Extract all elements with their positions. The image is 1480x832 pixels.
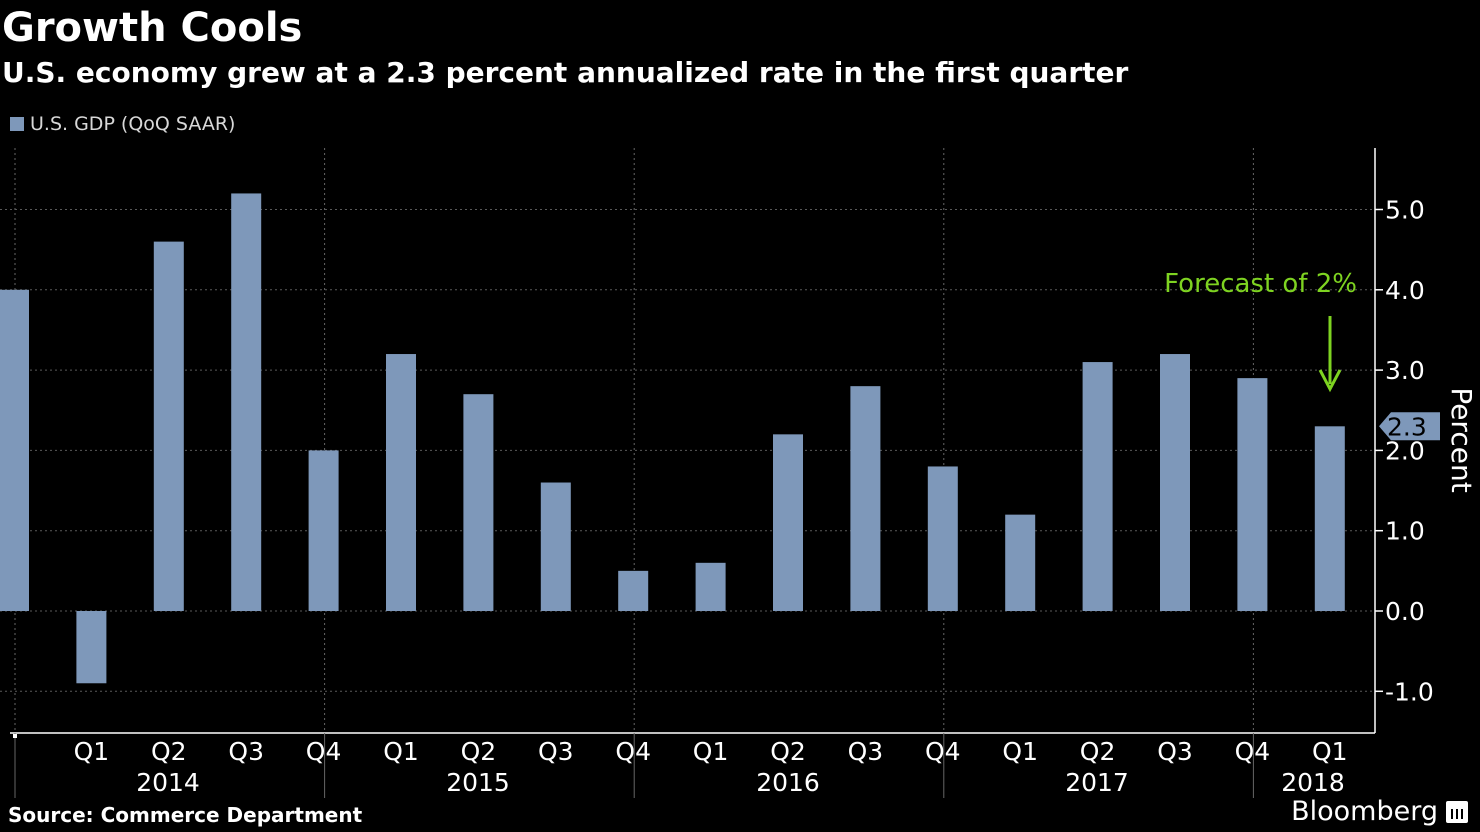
x-tick-label: Q1	[693, 737, 729, 766]
year-label: 2017	[1065, 768, 1129, 797]
bar	[540, 482, 571, 611]
forecast-annotation: Forecast of 2%	[1164, 269, 1357, 299]
bar	[1082, 362, 1113, 611]
y-tick-label: 4.0	[1385, 276, 1425, 305]
x-tick-label: Q1	[383, 737, 419, 766]
x-tick-label: Q2	[151, 737, 187, 766]
y-tick-label: 0.0	[1385, 597, 1425, 626]
source-note: Source: Commerce Department	[8, 803, 363, 827]
bar	[463, 394, 494, 611]
bar	[231, 193, 262, 611]
bar	[153, 241, 184, 611]
year-label: 2016	[756, 768, 820, 797]
bar	[695, 562, 726, 611]
bar	[1314, 426, 1345, 611]
legend-label: U.S. GDP (QoQ SAAR)	[30, 113, 236, 135]
y-axis-label: Percent	[1445, 387, 1478, 492]
x-tick-label: Q4	[306, 737, 342, 766]
x-tick-label: Q4	[1235, 737, 1271, 766]
bar	[1005, 514, 1036, 611]
x-tick-label: Q3	[228, 737, 264, 766]
y-tick-label: 5.0	[1385, 196, 1425, 225]
x-tick-label: Q1	[74, 737, 110, 766]
legend: U.S. GDP (QoQ SAAR)	[10, 110, 235, 138]
brand-logo: Bloomberg	[1291, 794, 1468, 830]
y-tick-label: 2.0	[1385, 436, 1425, 465]
x-tick-label: Q1	[1002, 737, 1038, 766]
bar	[1237, 378, 1268, 611]
bar	[850, 386, 881, 611]
axis-origin-marker	[13, 734, 17, 738]
legend-swatch	[10, 117, 24, 131]
forecast-arrow-head	[1318, 369, 1342, 393]
year-label: 2014	[136, 768, 200, 797]
year-label: 2015	[446, 768, 510, 797]
bar	[773, 434, 803, 611]
year-label: 2018	[1281, 768, 1345, 797]
y-tick-label: -1.0	[1385, 677, 1434, 706]
brand-name: Bloomberg	[1291, 796, 1438, 827]
chart-title: Growth Cools	[2, 5, 303, 51]
x-tick-label: Q3	[1157, 737, 1193, 766]
x-tick-label: Q2	[770, 737, 806, 766]
x-tick-label: Q3	[848, 737, 884, 766]
x-tick-label: Q3	[538, 737, 574, 766]
x-tick-label: Q2	[1080, 737, 1116, 766]
x-tick-label: Q1	[1312, 737, 1348, 766]
bar	[76, 611, 107, 684]
x-tick-label: Q4	[615, 737, 651, 766]
bar	[386, 354, 416, 611]
last-value-tag	[1379, 412, 1440, 441]
bar	[1160, 354, 1190, 611]
last-value-label: 2.3	[1387, 412, 1427, 441]
bar	[618, 570, 649, 611]
bar	[0, 289, 29, 611]
bar	[927, 466, 958, 611]
y-tick-label: 1.0	[1385, 517, 1425, 546]
bar	[308, 450, 339, 611]
x-tick-label: Q4	[925, 737, 961, 766]
chart-subtitle: U.S. economy grew at a 2.3 percent annua…	[2, 56, 1129, 89]
x-tick-label: Q2	[461, 737, 497, 766]
bloomberg-terminal-icon	[1446, 801, 1468, 823]
y-tick-label: 3.0	[1385, 356, 1425, 385]
